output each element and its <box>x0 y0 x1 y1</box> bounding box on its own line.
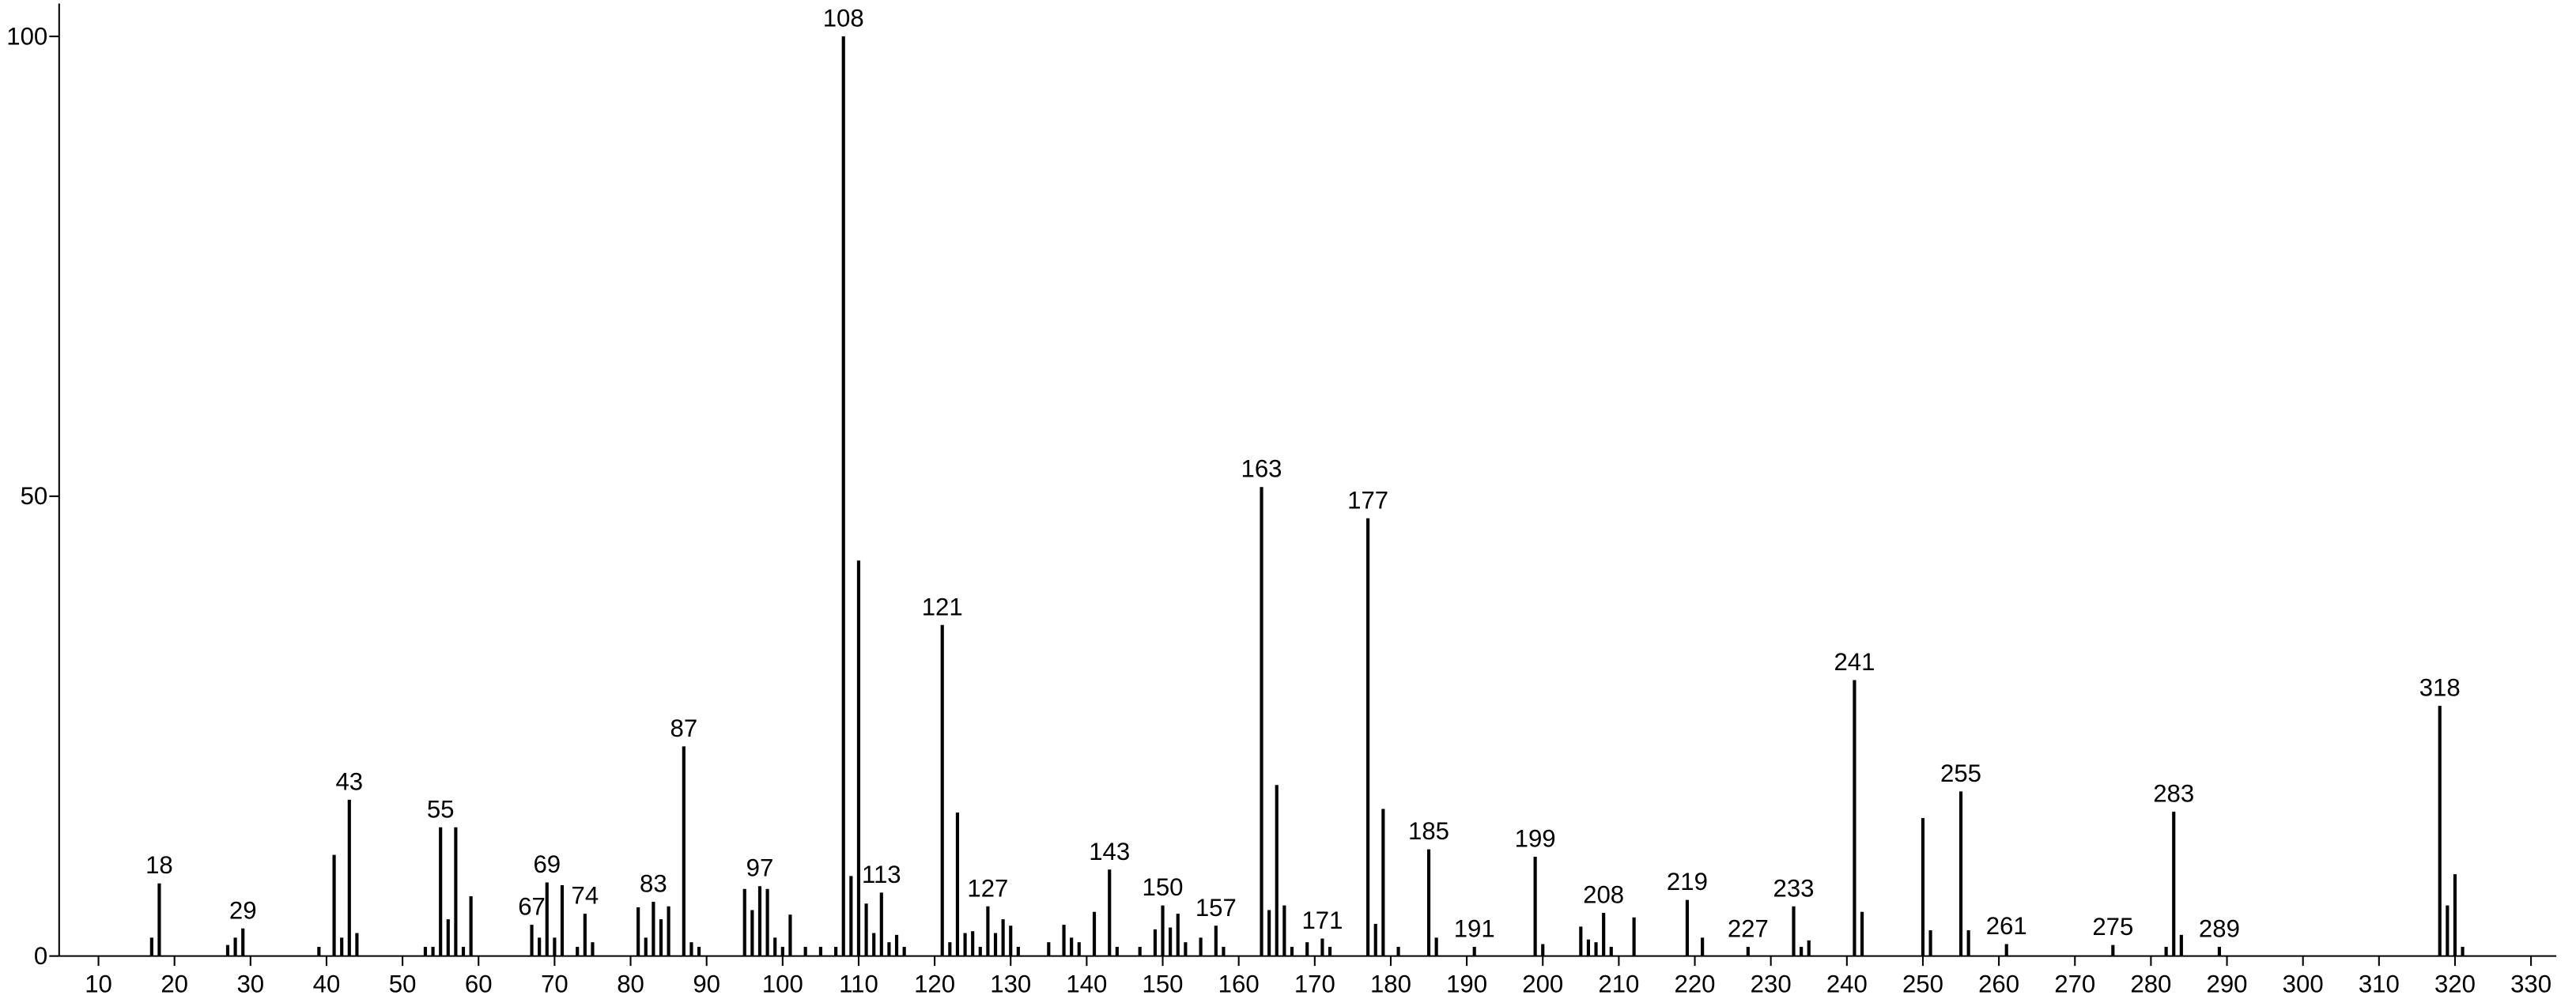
x-tick-label: 130 <box>990 970 1031 997</box>
peak-label: 108 <box>823 5 864 32</box>
peak-label: 150 <box>1143 873 1184 901</box>
x-tick-label: 150 <box>1143 970 1184 997</box>
y-tick-label: 50 <box>21 482 48 510</box>
x-tick-label: 300 <box>2283 970 2324 997</box>
peak-label: 18 <box>145 851 173 879</box>
x-tick-label: 20 <box>161 970 188 997</box>
x-tick-label: 330 <box>2510 970 2551 997</box>
peak-label: 261 <box>1986 912 2027 940</box>
peak-label: 208 <box>1583 880 1624 908</box>
x-tick-label: 240 <box>1826 970 1868 997</box>
peak-label: 199 <box>1515 824 1556 852</box>
x-tick-label: 230 <box>1751 970 1792 997</box>
x-tick-label: 180 <box>1370 970 1411 997</box>
x-tick-label: 290 <box>2207 970 2248 997</box>
peak-label: 283 <box>2153 779 2194 807</box>
y-tick-label: 0 <box>34 942 47 970</box>
y-tick-label: 100 <box>6 22 47 50</box>
x-tick-label: 220 <box>1675 970 1716 997</box>
peak-label: 227 <box>1728 915 1769 943</box>
peak-label: 43 <box>335 767 363 795</box>
peak-label: 185 <box>1408 817 1449 845</box>
x-tick-label: 40 <box>313 970 341 997</box>
x-tick-label: 170 <box>1294 970 1335 997</box>
x-tick-label: 310 <box>2359 970 2400 997</box>
peak-label: 289 <box>2199 915 2240 943</box>
peak-label: 69 <box>533 850 561 878</box>
x-tick-label: 50 <box>389 970 417 997</box>
peak-label: 191 <box>1454 915 1495 943</box>
x-tick-label: 70 <box>541 970 568 997</box>
x-tick-label: 120 <box>914 970 955 997</box>
x-tick-label: 30 <box>236 970 264 997</box>
peak-label: 83 <box>640 870 667 898</box>
peak-label: 127 <box>967 874 1008 902</box>
peak-label: 219 <box>1667 868 1708 895</box>
x-tick-label: 100 <box>762 970 803 997</box>
peak-label: 121 <box>922 593 963 620</box>
x-tick-label: 160 <box>1218 970 1260 997</box>
peak-label: 29 <box>229 896 257 924</box>
x-tick-label: 280 <box>2130 970 2171 997</box>
peak-label: 157 <box>1195 894 1237 922</box>
peak-label: 275 <box>2092 913 2133 941</box>
x-tick-label: 320 <box>2434 970 2476 997</box>
peak-label: 87 <box>670 714 698 742</box>
peak-label: 171 <box>1301 907 1343 934</box>
peak-label: 97 <box>746 854 774 882</box>
x-tick-label: 190 <box>1446 970 1487 997</box>
peak-label: 241 <box>1834 648 1875 676</box>
peak-label: 318 <box>2419 674 2461 702</box>
x-tick-label: 250 <box>1902 970 1943 997</box>
x-tick-label: 60 <box>465 970 493 997</box>
x-tick-label: 210 <box>1598 970 1639 997</box>
x-tick-label: 110 <box>839 970 878 997</box>
peak-label: 177 <box>1347 486 1388 514</box>
x-tick-label: 10 <box>85 970 112 997</box>
x-tick-label: 90 <box>693 970 720 997</box>
x-tick-label: 270 <box>2054 970 2095 997</box>
x-tick-label: 80 <box>617 970 644 997</box>
peak-label: 143 <box>1089 838 1130 865</box>
x-tick-label: 260 <box>1978 970 2019 997</box>
peak-label: 233 <box>1773 874 1815 902</box>
peak-label: 163 <box>1241 455 1282 483</box>
peak-label: 55 <box>427 795 455 823</box>
peak-label: 255 <box>1940 760 1981 787</box>
peak-label: 67 <box>518 893 546 921</box>
x-tick-label: 140 <box>1066 970 1107 997</box>
peak-label: 74 <box>572 882 599 910</box>
x-tick-label: 200 <box>1522 970 1563 997</box>
peak-label: 113 <box>862 861 901 888</box>
